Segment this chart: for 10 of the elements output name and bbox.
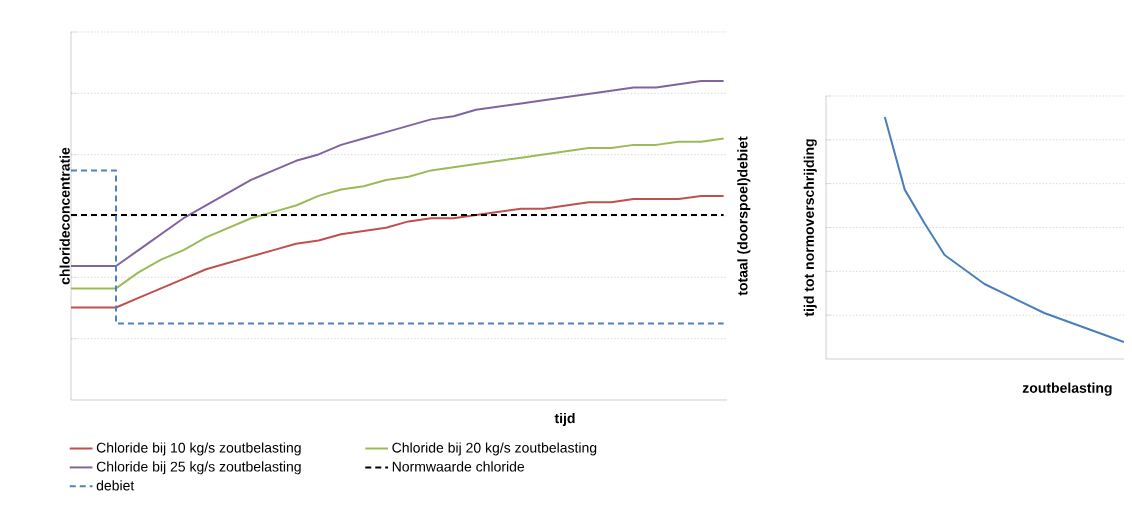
y-axis-title: chlorideconcentratie bbox=[59, 147, 70, 285]
legend-label: Normwaarde chloride bbox=[392, 461, 525, 472]
legend-label: Chloride bij 25 kg/s zoutbelasting bbox=[96, 461, 301, 475]
x-axis-title: tijd bbox=[554, 412, 575, 426]
legend-label: Chloride bij 10 kg/s zoutbelasting bbox=[96, 442, 301, 456]
x-axis-title: zoutbelasting bbox=[1022, 382, 1112, 396]
legend-label: Chloride bij 20 kg/s zoutbelasting bbox=[392, 442, 597, 456]
legend-label: debiet bbox=[96, 480, 135, 491]
y2-axis-title: totaal (doorspoel)debiet bbox=[737, 136, 751, 296]
y-axis-title: tijd tot normoverschrijding bbox=[803, 139, 817, 317]
